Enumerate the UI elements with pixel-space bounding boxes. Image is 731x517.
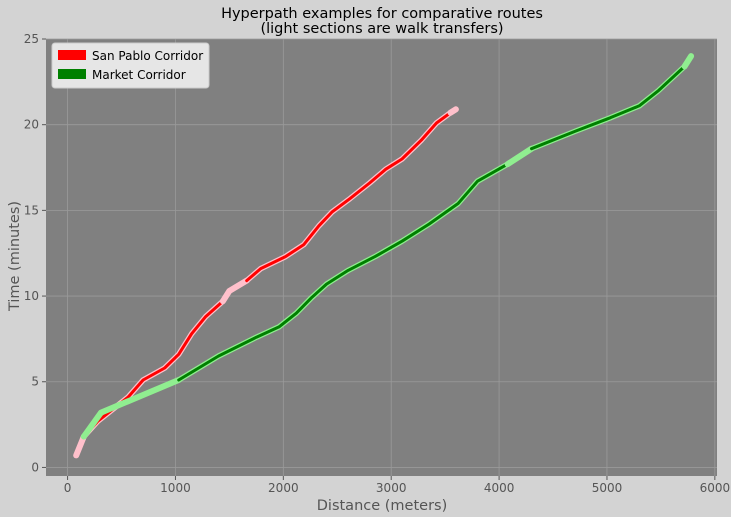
y-tick-label: 15 [24, 203, 39, 217]
y-tick-label: 0 [31, 460, 39, 474]
y-tick-label: 5 [31, 375, 39, 389]
y-tick-label: 25 [24, 32, 39, 46]
x-tick-label: 6000 [700, 481, 731, 495]
transit-segment [530, 64, 687, 151]
x-tick-label: 1000 [160, 481, 191, 495]
transit-segment [82, 299, 225, 439]
legend-label-san-pablo: San Pablo Corridor [92, 49, 203, 63]
axis-ticks: 0 1000 2000 3000 4000 5000 6000 0 5 10 15 20 25 [24, 32, 730, 495]
walk-segment [219, 277, 250, 305]
chart-title: Hyperpath examples for comparative route… [221, 6, 543, 22]
walk-segment [504, 145, 535, 168]
walk-segment [447, 106, 459, 116]
chart-subtitle: (light sections are walk transfers) [260, 21, 503, 37]
legend-box [51, 42, 210, 89]
legend-swatch-san-pablo [58, 50, 86, 60]
transit-segment [177, 162, 510, 382]
x-tick-label: 4000 [484, 481, 515, 495]
x-tick-label: 0 [64, 481, 72, 495]
x-tick-label: 3000 [376, 481, 407, 495]
x-tick-label: 2000 [268, 481, 299, 495]
y-axis-label: Time (minutes) [7, 201, 23, 312]
legend-swatch-market [58, 69, 86, 79]
walk-segment [80, 377, 182, 440]
walk-segment [681, 53, 695, 70]
series-market-corridor [80, 53, 695, 440]
plot-area [46, 39, 717, 476]
series-lines [73, 53, 695, 459]
series-san-pablo-corridor [73, 106, 459, 459]
walk-segment [73, 433, 87, 459]
y-tick-label: 20 [24, 118, 39, 132]
x-axis-label: Distance (meters) [317, 498, 448, 514]
transit-segment [245, 111, 452, 283]
legend-label-market: Market Corridor [92, 68, 186, 82]
x-tick-label: 5000 [592, 481, 623, 495]
y-tick-label: 10 [24, 289, 39, 303]
legend: San Pablo Corridor Market Corridor [51, 42, 210, 89]
